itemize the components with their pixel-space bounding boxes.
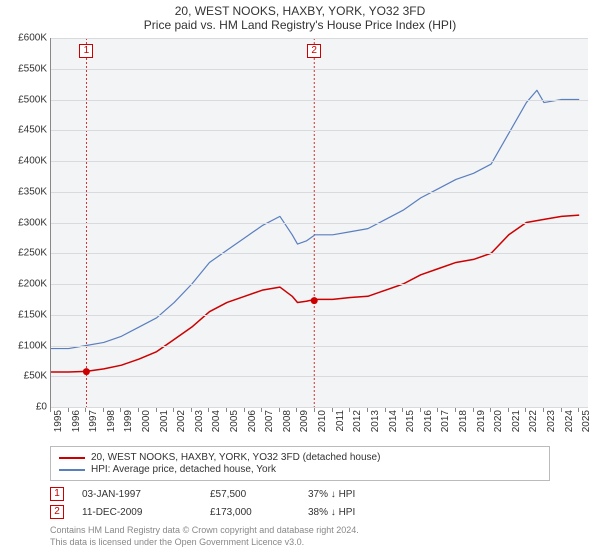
x-axis-tick-label: 2011 xyxy=(335,410,346,432)
x-axis-tick-label: 2007 xyxy=(264,410,275,432)
y-axis-tick-label: £500K xyxy=(18,94,47,105)
chart-title-address: 20, WEST NOOKS, HAXBY, YORK, YO32 3FD xyxy=(0,0,600,18)
legend-item: 20, WEST NOOKS, HAXBY, YORK, YO32 3FD (d… xyxy=(59,452,541,463)
x-axis-tick-label: 1996 xyxy=(71,410,82,432)
sale-marker-label: 1 xyxy=(79,44,93,58)
x-axis-tick-label: 2010 xyxy=(317,410,328,432)
x-axis-tick-label: 1999 xyxy=(123,410,134,432)
x-axis-tick-label: 2000 xyxy=(141,410,152,432)
chart-subtitle: Price paid vs. HM Land Registry's House … xyxy=(0,18,600,38)
x-axis-tick-label: 2017 xyxy=(440,410,451,432)
transaction-marker: 2 xyxy=(50,505,64,519)
transaction-marker: 1 xyxy=(50,487,64,501)
x-axis-tick-label: 2003 xyxy=(194,410,205,432)
x-axis-tick-label: 2012 xyxy=(352,410,363,432)
x-axis-tick-label: 2019 xyxy=(476,410,487,432)
x-axis-tick-label: 2024 xyxy=(564,410,575,432)
legend-swatch xyxy=(59,469,85,471)
x-axis-tick-label: 2023 xyxy=(546,410,557,432)
transaction-date: 11-DEC-2009 xyxy=(82,507,192,518)
y-axis-tick-label: £150K xyxy=(18,309,47,320)
transaction-pct-vs-hpi: 37% ↓ HPI xyxy=(308,489,398,500)
transaction-price: £173,000 xyxy=(210,507,290,518)
x-axis-tick-label: 1997 xyxy=(88,410,99,432)
y-axis-tick-label: £250K xyxy=(18,248,47,259)
y-axis-tick-label: £50K xyxy=(24,371,47,382)
x-axis-tick-label: 2025 xyxy=(581,410,592,432)
legend-label: 20, WEST NOOKS, HAXBY, YORK, YO32 3FD (d… xyxy=(91,452,380,463)
x-axis-tick-label: 2015 xyxy=(405,410,416,432)
x-axis-tick-label: 2005 xyxy=(229,410,240,432)
legend-swatch xyxy=(59,457,85,459)
x-axis-tick-label: 2016 xyxy=(423,410,434,432)
chart-plot-area: £0£50K£100K£150K£200K£250K£300K£350K£400… xyxy=(50,38,588,408)
transaction-price: £57,500 xyxy=(210,489,290,500)
legend-label: HPI: Average price, detached house, York xyxy=(91,464,276,475)
sale-marker-label: 2 xyxy=(307,44,321,58)
transaction-row: 2 11-DEC-2009 £173,000 38% ↓ HPI xyxy=(50,503,550,521)
x-axis-tick-label: 2014 xyxy=(388,410,399,432)
y-axis-tick-label: £0 xyxy=(36,402,47,413)
footnote: Contains HM Land Registry data © Crown c… xyxy=(50,525,550,548)
x-axis-tick-label: 2021 xyxy=(511,410,522,432)
x-axis-tick-label: 2022 xyxy=(528,410,539,432)
y-axis-tick-label: £600K xyxy=(18,33,47,44)
x-axis-tick-label: 2018 xyxy=(458,410,469,432)
x-axis-tick-label: 2002 xyxy=(176,410,187,432)
x-axis-tick-label: 2001 xyxy=(159,410,170,432)
transaction-row: 1 03-JAN-1997 £57,500 37% ↓ HPI xyxy=(50,485,550,503)
transaction-table: 1 03-JAN-1997 £57,500 37% ↓ HPI 2 11-DEC… xyxy=(50,485,550,521)
y-axis-tick-label: £550K xyxy=(18,63,47,74)
x-axis-labels: 1995 1996 1997 1998 1999 2000 2001 2002 2003 2004… xyxy=(50,408,588,440)
chart-container: 20, WEST NOOKS, HAXBY, YORK, YO32 3FD Pr… xyxy=(0,0,600,560)
footnote-line: This data is licensed under the Open Gov… xyxy=(50,537,550,549)
x-axis-tick-label: 2006 xyxy=(247,410,258,432)
x-axis-tick-label: 2009 xyxy=(299,410,310,432)
legend: 20, WEST NOOKS, HAXBY, YORK, YO32 3FD (d… xyxy=(50,446,550,481)
footnote-line: Contains HM Land Registry data © Crown c… xyxy=(50,525,550,537)
x-axis-tick-label: 2008 xyxy=(282,410,293,432)
x-axis-tick-label: 1998 xyxy=(106,410,117,432)
y-axis-tick-label: £100K xyxy=(18,340,47,351)
x-axis-tick-label: 2020 xyxy=(493,410,504,432)
x-axis-tick-label: 1995 xyxy=(53,410,64,432)
x-axis-tick-label: 2004 xyxy=(211,410,222,432)
y-axis-tick-label: £350K xyxy=(18,186,47,197)
y-axis-tick-label: £450K xyxy=(18,125,47,136)
legend-item: HPI: Average price, detached house, York xyxy=(59,464,541,475)
transaction-date: 03-JAN-1997 xyxy=(82,489,192,500)
x-axis-tick-label: 2013 xyxy=(370,410,381,432)
y-axis-tick-label: £300K xyxy=(18,217,47,228)
y-axis-tick-label: £200K xyxy=(18,279,47,290)
y-axis-tick-label: £400K xyxy=(18,156,47,167)
transaction-pct-vs-hpi: 38% ↓ HPI xyxy=(308,507,398,518)
